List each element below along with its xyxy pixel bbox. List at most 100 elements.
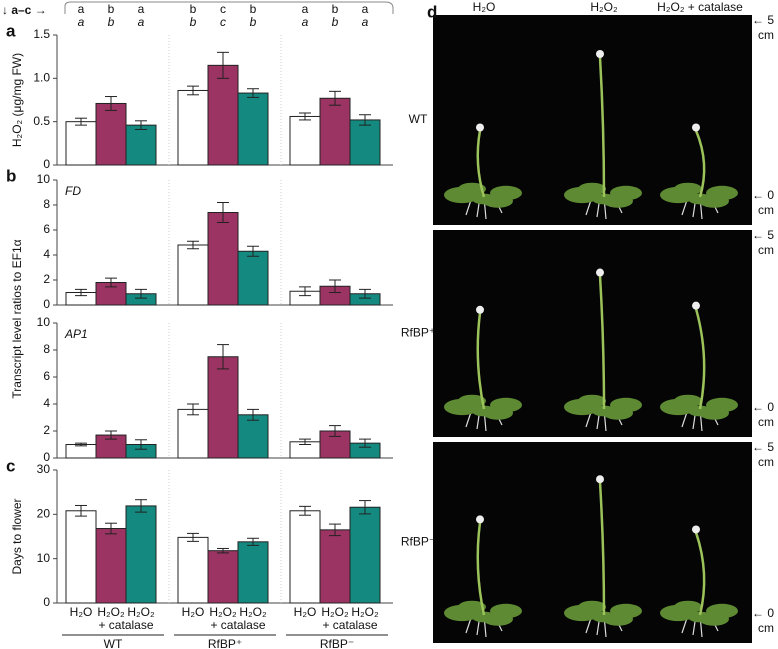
- leaf: [578, 394, 606, 408]
- significance-letter: a: [362, 2, 369, 16]
- y-tick-label: 20: [37, 507, 51, 521]
- significance-letter: c: [220, 2, 226, 16]
- series-label: H₂O: [294, 605, 317, 619]
- bar: [207, 212, 239, 306]
- significance-letter: b: [332, 2, 339, 16]
- scale-unit: cm: [758, 415, 774, 429]
- y-axis-label: H₂O₂ (μg/mg FW): [10, 53, 24, 147]
- bar: [65, 121, 97, 166]
- bar: [95, 528, 127, 604]
- significance-letter: a: [78, 2, 85, 16]
- series-label: H₂O₂: [97, 605, 125, 619]
- roots: [681, 196, 719, 220]
- y-tick-label: 10: [37, 172, 51, 186]
- gene-label: FD: [65, 184, 81, 198]
- significance-letter: a: [362, 15, 369, 29]
- bar: [237, 414, 269, 459]
- significance-letter: a: [138, 15, 145, 29]
- bar: [237, 92, 269, 166]
- y-axis-label: Days to flower: [10, 498, 24, 574]
- significance-letter: a: [138, 2, 145, 16]
- y-tick-label: 1.5: [33, 27, 50, 41]
- leaf: [472, 193, 496, 205]
- significance-letter: b: [108, 2, 115, 16]
- leaf: [674, 182, 702, 196]
- y-tick-label: 10: [37, 551, 51, 565]
- bar: [207, 356, 239, 459]
- roots: [465, 614, 503, 638]
- column-label: H₂O₂: [590, 0, 618, 14]
- bar: [177, 536, 209, 604]
- roots: [465, 408, 503, 432]
- series-note: + catalase: [98, 618, 153, 632]
- y-tick-label: 8: [43, 342, 50, 356]
- significance-letter: a: [302, 15, 309, 29]
- y-tick-label: 10: [37, 315, 51, 329]
- roots: [585, 408, 623, 432]
- scale-unit: cm: [758, 203, 774, 217]
- bar: [65, 444, 97, 459]
- column-label: H₂O: [473, 0, 496, 14]
- scale-bottom: ← 0: [752, 188, 774, 202]
- scale-top: ← 5: [752, 13, 774, 27]
- x-tick-label: RfBP⁻: [320, 637, 354, 649]
- series-label: H₂O₂: [239, 605, 267, 619]
- significance-letter: b: [190, 15, 197, 29]
- stem: [476, 522, 486, 616]
- stem: [694, 130, 706, 198]
- row-label: RfBP⁻: [401, 535, 435, 549]
- bar: [177, 89, 209, 166]
- leaf: [592, 405, 616, 417]
- letters-bracket: [64, 1, 394, 14]
- panel-label: c: [6, 456, 15, 475]
- series-label: H₂O₂: [209, 605, 237, 619]
- roots: [681, 614, 719, 638]
- bar: [319, 97, 351, 166]
- leaf: [472, 611, 496, 623]
- bar: [95, 102, 127, 166]
- flower: [596, 50, 604, 58]
- y-axis-label: Transcript level ratios to EF1α: [10, 239, 24, 398]
- y-tick-label: 0: [43, 157, 50, 171]
- leaf: [458, 394, 486, 408]
- scale-unit: cm: [758, 455, 774, 469]
- stem: [598, 275, 606, 410]
- letters-label: ↓ a–c →: [2, 3, 47, 17]
- row-label: WT: [409, 112, 428, 126]
- bar: [125, 124, 157, 166]
- scale-bottom: ← 0: [752, 606, 774, 620]
- roots: [585, 614, 623, 638]
- bar: [177, 408, 209, 459]
- scale-top: ← 5: [752, 440, 774, 454]
- significance-letter: b: [250, 15, 257, 29]
- roots: [465, 196, 503, 220]
- series-label: H₂O₂: [351, 605, 379, 619]
- bar: [289, 115, 321, 166]
- bar: [65, 510, 97, 604]
- y-tick-label: 6: [43, 369, 50, 383]
- y-tick-label: 2: [43, 423, 50, 437]
- panel-label: d: [427, 2, 437, 21]
- flower: [692, 301, 700, 310]
- flower: [596, 268, 604, 277]
- panel-label: b: [6, 166, 16, 185]
- series-label: H₂O: [70, 605, 93, 619]
- leaf: [688, 193, 712, 205]
- bar: [289, 510, 321, 604]
- scale-unit: cm: [758, 243, 774, 257]
- row-label: RfBP⁺: [401, 326, 435, 340]
- leaf: [458, 600, 486, 614]
- bar: [349, 119, 381, 166]
- bar: [319, 529, 351, 604]
- stem: [476, 312, 486, 410]
- y-tick-label: 2: [43, 272, 50, 286]
- leaf: [458, 182, 486, 196]
- bar: [207, 64, 239, 166]
- flower: [596, 475, 604, 484]
- significance-letter: b: [190, 2, 197, 16]
- leaf: [472, 405, 496, 417]
- y-tick-label: 1.0: [33, 71, 50, 85]
- leaf: [674, 394, 702, 408]
- significance-letter: a: [302, 2, 309, 16]
- photo-panel: [433, 15, 752, 643]
